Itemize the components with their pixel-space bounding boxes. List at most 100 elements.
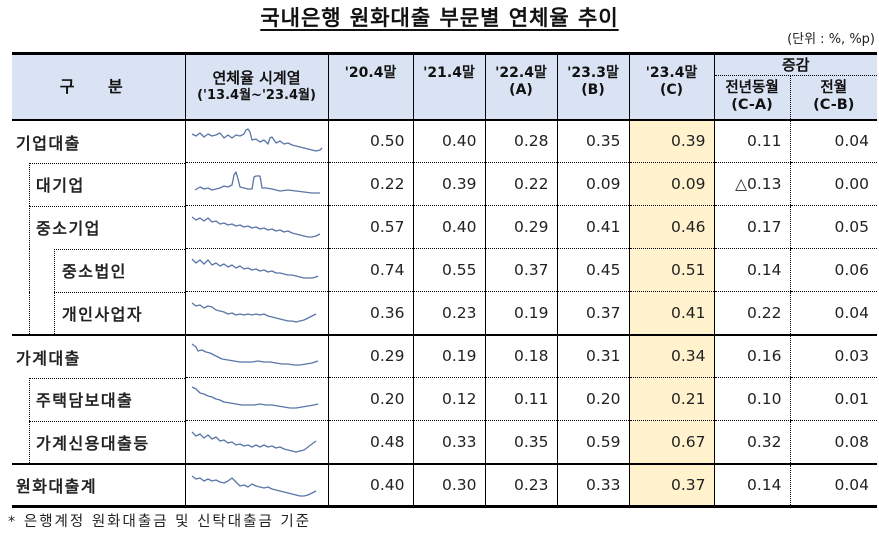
sparkline-chart-icon [191,386,318,409]
sparkline-cell [184,420,328,464]
header-2023-03: '23.3말 (B) [556,52,629,120]
cell-v2304: 0.51 [628,248,714,292]
cell-v2303: 0.41 [556,205,629,249]
row-label: 가계신용대출등 [12,420,185,464]
cell-yoy: 0.14 [713,248,790,292]
row-label: 개인사업자 [12,291,185,335]
cell-v2304: 0.39 [628,118,714,163]
table-row: 가계신용대출등 0.48 0.33 0.35 0.59 0.67 0.32 0.08 [12,420,877,464]
table-row: 원화대출계 0.40 0.30 0.23 0.33 0.37 0.14 0.04 [12,462,877,508]
sparkline-chart-icon [191,475,316,497]
header-2023-04: '23.4말 (C) [628,52,714,120]
cell-mom: 0.08 [789,420,877,464]
cell-v2020: 0.74 [327,248,413,292]
header-2021-04: '21.4말 [412,52,485,120]
cell-mom: 0.00 [789,162,877,206]
cell-v2304: 0.37 [628,462,714,508]
cell-mom: 0.06 [789,248,877,292]
sparkline-chart-icon [191,431,316,453]
sparkline-cell [184,118,328,163]
cell-v2303: 0.37 [556,291,629,335]
table-row: 개인사업자 0.36 0.23 0.19 0.37 0.41 0.22 0.04 [12,291,877,335]
row-label: 원화대출계 [12,462,185,508]
cell-v2022: 0.23 [484,462,557,508]
sparkline-chart-icon [191,258,318,279]
cell-yoy: 0.16 [713,333,790,378]
cell-mom: 0.03 [789,333,877,378]
cell-v2022: 0.28 [484,118,557,163]
cell-yoy: 0.22 [713,291,790,335]
sparkline-cell [184,205,328,249]
cell-v2303: 0.33 [556,462,629,508]
cell-v2020: 0.57 [327,205,413,249]
table-row: 대기업 0.22 0.39 0.22 0.09 0.09 △0.13 0.00 [12,162,877,206]
table-row: 기업대출 0.50 0.40 0.28 0.35 0.39 0.11 0.04 [12,118,877,163]
sparkline-chart-icon [191,216,320,238]
cell-v2303: 0.20 [556,377,629,421]
cell-v2021: 0.55 [412,248,485,292]
header-change-yoy: 전년동월 (C-A) [713,75,790,120]
row-label: 가계대출 [12,333,185,378]
table-row: 주택담보대출 0.20 0.12 0.11 0.20 0.21 0.10 0.01 [12,377,877,421]
cell-mom: 0.04 [789,291,877,335]
cell-yoy: 0.17 [713,205,790,249]
cell-v2020: 0.48 [327,420,413,464]
sparkline-cell [184,333,328,378]
header-change-mom: 전월 (C-B) [789,75,877,120]
delinquency-rate-table: 구 분 연체율 시계열 ('13.4월~'23.4월) '20.4말 '21.4… [12,52,877,508]
cell-v2020: 0.36 [327,291,413,335]
cell-mom: 0.01 [789,377,877,421]
sparkline-chart-icon [191,302,316,323]
row-label: 중소법인 [12,248,185,292]
row-label: 기업대출 [12,118,185,163]
cell-v2304: 0.46 [628,205,714,249]
cell-v2020: 0.40 [327,462,413,508]
cell-v2303: 0.35 [556,118,629,163]
cell-v2021: 0.33 [412,420,485,464]
cell-yoy: △0.13 [713,162,790,206]
table-row: 가계대출 0.29 0.19 0.18 0.31 0.34 0.16 0.03 [12,333,877,378]
cell-mom: 0.04 [789,118,877,163]
cell-v2022: 0.18 [484,333,557,378]
cell-v2022: 0.37 [484,248,557,292]
cell-v2304: 0.09 [628,162,714,206]
sparkline-chart-icon [194,171,320,194]
cell-v2304: 0.67 [628,420,714,464]
header-sparkline: 연체율 시계열 ('13.4월~'23.4월) [184,52,328,120]
cell-v2021: 0.39 [412,162,485,206]
footnote: * 은행계정 원화대출금 및 신탁대출금 기준 [8,514,312,530]
row-label: 중소기업 [12,205,185,249]
table-row: 중소법인 0.74 0.55 0.37 0.45 0.51 0.14 0.06 [12,248,877,292]
sparkline-cell [184,377,328,421]
cell-v2303: 0.45 [556,248,629,292]
table-row: 중소기업 0.57 0.40 0.29 0.41 0.46 0.17 0.05 [12,205,877,249]
cell-v2304: 0.41 [628,291,714,335]
header-2020-04: '20.4말 [327,52,413,120]
header-change-group: 증감 [713,52,877,76]
cell-v2022: 0.11 [484,377,557,421]
cell-v2303: 0.31 [556,333,629,378]
sparkline-cell [184,291,328,335]
cell-v2304: 0.21 [628,377,714,421]
cell-v2303: 0.09 [556,162,629,206]
row-label: 대기업 [12,162,185,206]
cell-v2021: 0.40 [412,118,485,163]
header-2022-04: '22.4말 (A) [484,52,557,120]
row-label: 주택담보대출 [12,377,185,421]
header-category: 구 분 [12,52,185,120]
cell-v2021: 0.40 [412,205,485,249]
cell-v2304: 0.34 [628,333,714,378]
cell-v2022: 0.19 [484,291,557,335]
cell-v2303: 0.59 [556,420,629,464]
cell-v2021: 0.12 [412,377,485,421]
cell-v2020: 0.29 [327,333,413,378]
cell-v2020: 0.20 [327,377,413,421]
sparkline-cell [184,248,328,292]
cell-v2022: 0.35 [484,420,557,464]
cell-yoy: 0.14 [713,462,790,508]
cell-v2022: 0.29 [484,205,557,249]
cell-v2021: 0.30 [412,462,485,508]
page-title: 국내은행 원화대출 부문별 연체율 추이 [260,6,619,30]
cell-v2021: 0.23 [412,291,485,335]
cell-mom: 0.05 [789,205,877,249]
